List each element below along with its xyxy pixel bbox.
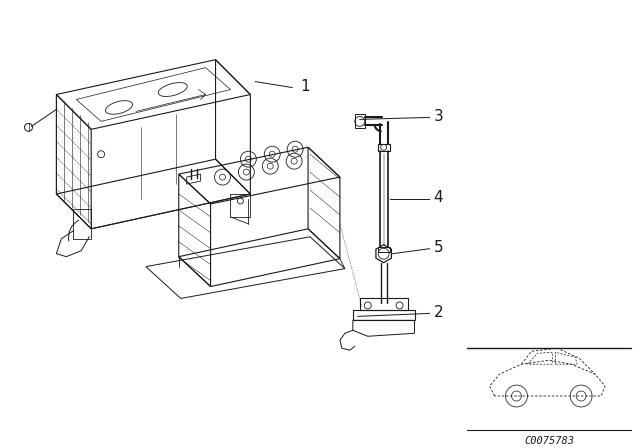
Text: 2: 2 [433,305,443,320]
Text: 1: 1 [300,79,310,94]
Text: 3: 3 [433,109,443,124]
Text: 5: 5 [433,240,443,255]
Text: 4: 4 [433,190,443,206]
Text: C0075783: C0075783 [524,436,574,446]
